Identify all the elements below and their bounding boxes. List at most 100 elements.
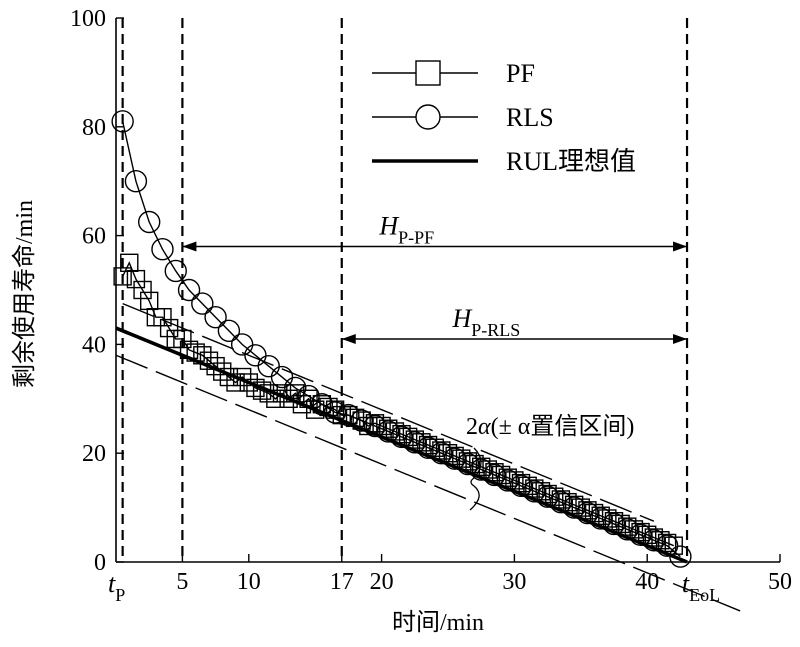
rls-point <box>416 436 440 459</box>
x-tick-label-teol: tEoL <box>682 569 720 605</box>
y-tick-label: 40 <box>82 332 106 358</box>
pf-point <box>591 506 610 525</box>
y-tick-label: 20 <box>82 441 106 467</box>
pf-point <box>551 490 571 509</box>
rls-point <box>363 414 387 438</box>
hp-pf-arrow <box>182 241 688 252</box>
rls-point <box>217 319 241 342</box>
pf-point <box>618 517 637 536</box>
rls-point <box>337 403 360 427</box>
hp-rls-arrow-label: HP-RLS <box>451 304 520 340</box>
legend-label-rls: RLS <box>506 103 554 132</box>
hp-pf-arrow-head-right <box>673 241 688 252</box>
rls-point <box>562 496 586 519</box>
x-tick-label: 5 <box>176 569 188 595</box>
pf-point <box>365 414 385 433</box>
rls-point <box>124 169 148 193</box>
alpha-label: 2α(± α置信区间) <box>466 413 634 440</box>
alpha-brace <box>469 447 482 511</box>
vertical-reference-lines <box>121 18 689 562</box>
rls-point <box>350 409 373 432</box>
rls-point <box>496 469 519 492</box>
rls-point <box>244 344 267 367</box>
hp-rls-arrow-head-left <box>341 333 356 344</box>
rls-point <box>509 474 533 498</box>
rls-point <box>602 512 626 536</box>
series-group <box>111 110 692 568</box>
x-tick-label: 50 <box>768 569 792 595</box>
hp-pf-arrow-label: HP-PF <box>378 211 434 247</box>
rls-point <box>191 292 214 315</box>
confidence-bounds <box>115 302 741 612</box>
rls-point <box>456 452 480 476</box>
pf-point <box>458 452 478 471</box>
x-tick-label-tp: tP <box>108 569 125 605</box>
x-axis-title: 时间/min <box>392 609 484 636</box>
pf-point <box>538 484 557 504</box>
rls-point <box>576 501 599 525</box>
confidence-bound-1 <box>122 302 655 522</box>
rls-point <box>230 333 254 356</box>
legend-item-rls: RLS <box>372 103 554 132</box>
pf-point <box>213 362 232 381</box>
rls-point <box>377 420 400 443</box>
rls-point <box>284 376 307 400</box>
pf-point <box>405 430 424 449</box>
rls-point <box>257 354 280 378</box>
legend-label-pf: PF <box>506 59 535 88</box>
rls-point <box>270 365 294 389</box>
pf-point <box>173 329 192 349</box>
legend-label-rul-ideal: RUL理想值 <box>506 147 636 176</box>
hp-rls-arrow-head-right <box>673 333 688 344</box>
legend-item-pf: PF <box>372 59 535 88</box>
pf-point <box>379 419 398 438</box>
rls-point <box>111 110 134 133</box>
legend-marker-pf <box>415 60 441 86</box>
rls-point <box>403 431 426 454</box>
x-tick-label: 10 <box>237 569 261 595</box>
rls-point <box>164 259 187 283</box>
rls-point <box>390 425 413 449</box>
pf-point <box>432 441 451 460</box>
rls-point <box>483 463 506 487</box>
rls-point <box>536 485 559 508</box>
pf-point <box>199 351 219 370</box>
pf-point <box>631 522 650 542</box>
legend-marker-rls <box>415 104 441 130</box>
x-tick-label: 30 <box>502 569 526 595</box>
rls-point <box>549 490 573 514</box>
pf-point <box>226 373 245 392</box>
rls-point <box>642 529 666 552</box>
annotations: HP-PF HP-RLS 2α(± α置信区间) <box>182 211 688 511</box>
pf-point <box>525 479 544 498</box>
pf-point <box>604 512 624 531</box>
x-tick-label: 40 <box>635 569 659 595</box>
rls-line <box>121 121 681 558</box>
rul-ideal-line <box>115 326 688 564</box>
y-tick-label: 80 <box>82 115 106 141</box>
pf-point <box>498 468 517 487</box>
rls-point <box>443 447 466 470</box>
pf-point <box>472 457 491 476</box>
pf-point <box>113 267 132 286</box>
confidence-bound-2 <box>115 354 741 612</box>
rls-point <box>616 518 639 541</box>
y-tick-label: 0 <box>94 550 106 576</box>
rls-point <box>523 480 546 503</box>
y-tick-label: 100 <box>70 6 106 32</box>
pf-point <box>644 528 664 547</box>
rls-point <box>151 237 174 261</box>
pf-point <box>266 389 285 408</box>
pf-point <box>133 280 152 300</box>
pf-point <box>657 533 677 553</box>
rls-point <box>137 210 161 234</box>
legend-item-rul-ideal: RUL理想值 <box>372 147 636 176</box>
rls-point <box>177 278 201 302</box>
pf-point <box>564 495 584 515</box>
pf-point <box>445 446 464 466</box>
rls-point <box>310 393 334 416</box>
axes: 0 20 40 60 80 100 5 10 17 20 30 40 50 tP tEoL 时间/min 剩余使… <box>11 6 792 636</box>
y-tick-label: 60 <box>82 224 106 250</box>
